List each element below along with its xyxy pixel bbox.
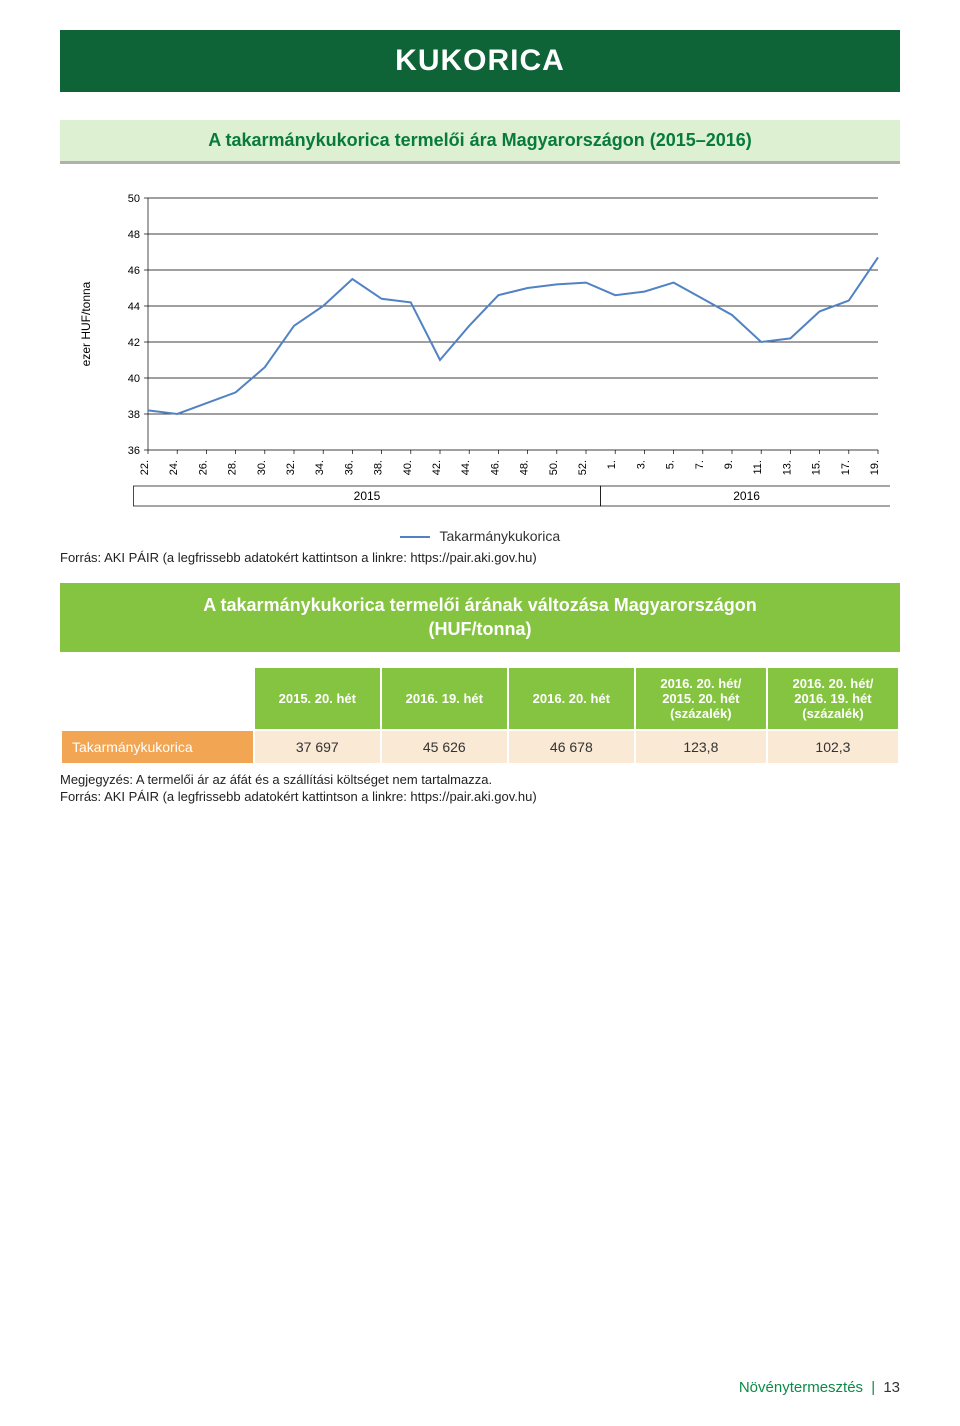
page-header: KUKORICA <box>60 30 900 92</box>
price-line-chart: 36 38 40 42 44 46 48 50 22. 24. 26. 28. 30. 32. 34. 36.… <box>70 186 890 516</box>
svg-text:44: 44 <box>128 301 140 313</box>
svg-text:52.: 52. <box>577 460 589 475</box>
svg-text:1.: 1. <box>606 460 618 469</box>
svg-text:44.: 44. <box>460 460 472 475</box>
svg-text:48: 48 <box>128 229 140 241</box>
table-title-line2: (HUF/tonna) <box>429 619 532 639</box>
price-table: 2015. 20. hét 2016. 19. hét 2016. 20. hé… <box>60 666 900 765</box>
note-line1: Megjegyzés: A termelői ár az áfát és a s… <box>60 772 492 787</box>
svg-text:19.: 19. <box>869 460 881 475</box>
svg-text:30.: 30. <box>256 460 268 475</box>
cell-3: 123,8 <box>635 730 767 764</box>
legend-line-icon <box>400 536 430 538</box>
svg-text:9.: 9. <box>723 460 735 469</box>
svg-text:5.: 5. <box>665 460 677 469</box>
svg-text:42: 42 <box>128 337 140 349</box>
col-3: 2016. 20. hét/ 2015. 20. hét (százalék) <box>635 667 767 730</box>
svg-text:28.: 28. <box>227 460 239 475</box>
svg-text:15.: 15. <box>811 460 823 475</box>
svg-text:50: 50 <box>128 193 140 205</box>
col-0: 2015. 20. hét <box>254 667 381 730</box>
col-2: 2016. 20. hét <box>508 667 635 730</box>
svg-text:46: 46 <box>128 265 140 277</box>
svg-text:36: 36 <box>128 445 140 457</box>
svg-text:38: 38 <box>128 409 140 421</box>
legend-label: Takarmánykukorica <box>440 528 561 544</box>
svg-text:40: 40 <box>128 373 140 385</box>
table-header-row: 2015. 20. hét 2016. 19. hét 2016. 20. hé… <box>61 667 899 730</box>
svg-text:42.: 42. <box>431 460 443 475</box>
chart-legend: Takarmánykukorica <box>60 528 900 544</box>
footer-section: Növénytermesztés <box>739 1379 863 1396</box>
svg-text:40.: 40. <box>402 460 414 475</box>
svg-text:17.: 17. <box>840 460 852 475</box>
table-title: A takarmánykukorica termelői árának vált… <box>60 583 900 652</box>
cell-4: 102,3 <box>767 730 899 764</box>
svg-text:36.: 36. <box>343 460 355 475</box>
table-note: Megjegyzés: A termelői ár az áfát és a s… <box>60 771 900 806</box>
svg-text:22.: 22. <box>139 460 151 475</box>
svg-text:46.: 46. <box>489 460 501 475</box>
footer-separator: | <box>867 1379 879 1396</box>
svg-text:ezer HUF/tonna: ezer HUF/tonna <box>79 281 93 366</box>
table-row: Takarmánykukorica 37 697 45 626 46 678 1… <box>61 730 899 764</box>
svg-text:48.: 48. <box>519 460 531 475</box>
svg-text:32.: 32. <box>285 460 297 475</box>
svg-text:3.: 3. <box>635 460 647 469</box>
cell-0: 37 697 <box>254 730 381 764</box>
svg-text:38.: 38. <box>373 460 385 475</box>
note-line2: Forrás: AKI PÁIR (a legfrissebb adatokér… <box>60 789 537 804</box>
svg-text:11.: 11. <box>752 460 764 474</box>
chart-title-bar: A takarmánykukorica termelői ára Magyaro… <box>60 120 900 164</box>
page-footer: Növénytermesztés | 13 <box>739 1379 900 1396</box>
row-label: Takarmánykukorica <box>61 730 254 764</box>
svg-text:2016: 2016 <box>733 489 760 503</box>
col-4: 2016. 20. hét/ 2016. 19. hét (százalék) <box>767 667 899 730</box>
svg-text:13.: 13. <box>781 460 793 475</box>
svg-text:2015: 2015 <box>354 489 381 503</box>
cell-1: 45 626 <box>381 730 508 764</box>
svg-text:26.: 26. <box>197 460 209 475</box>
chart-source: Forrás: AKI PÁIR (a legfrissebb adatokér… <box>60 550 900 565</box>
footer-page: 13 <box>883 1379 900 1396</box>
svg-text:34.: 34. <box>314 460 326 475</box>
svg-text:50.: 50. <box>548 460 560 475</box>
svg-text:7.: 7. <box>694 460 706 469</box>
cell-2: 46 678 <box>508 730 635 764</box>
table-title-line1: A takarmánykukorica termelői árának vált… <box>203 595 757 615</box>
table-corner <box>61 667 254 730</box>
col-1: 2016. 19. hét <box>381 667 508 730</box>
svg-text:24.: 24. <box>168 460 180 475</box>
